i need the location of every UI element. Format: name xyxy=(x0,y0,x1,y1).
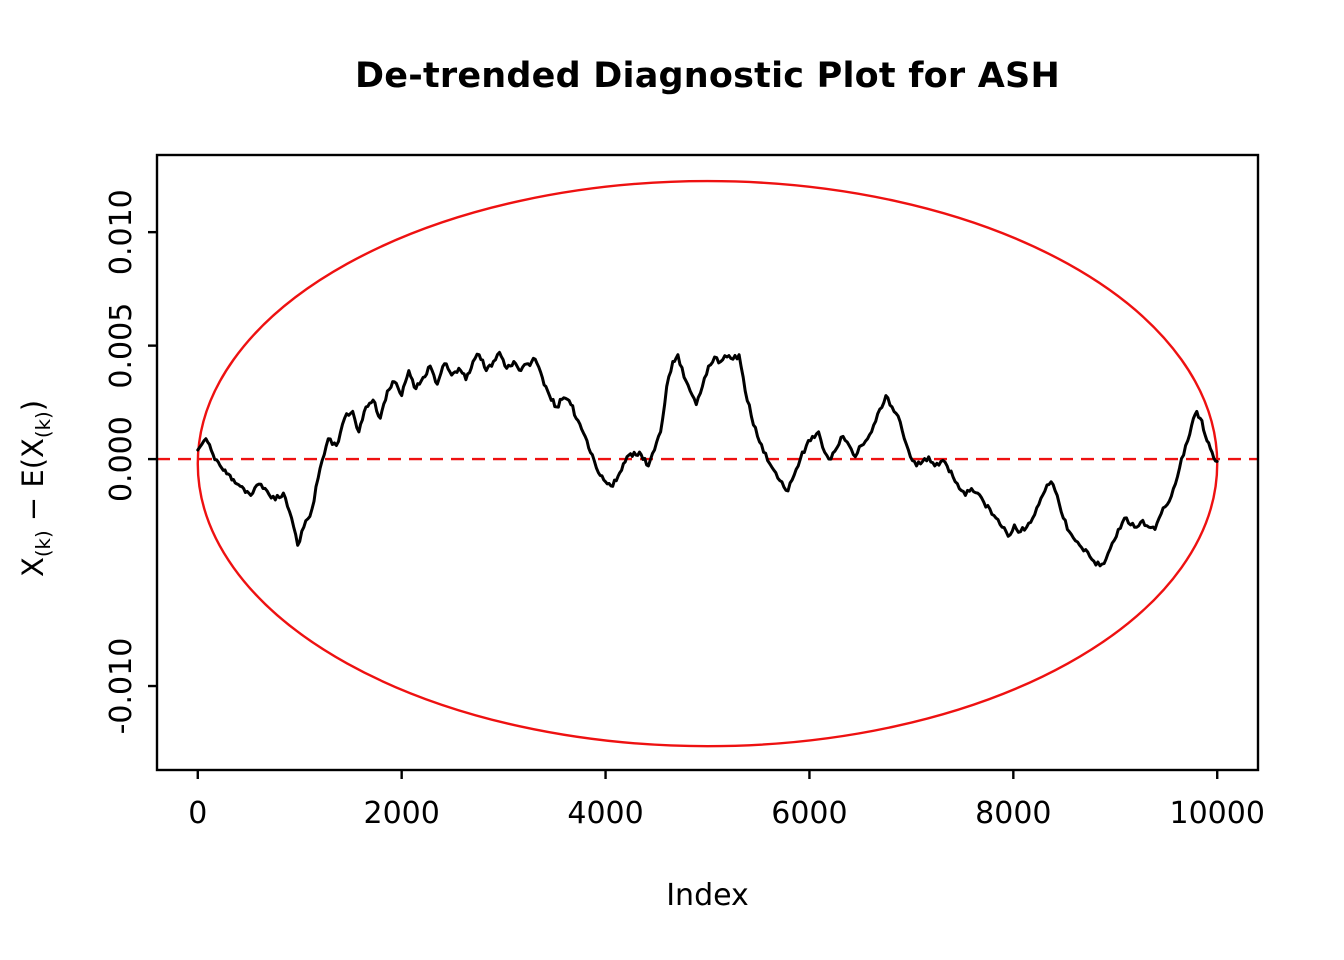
x-tick-label: 6000 xyxy=(771,796,847,831)
y-tick-label: -0.010 xyxy=(104,638,139,735)
x-tick-label: 4000 xyxy=(567,796,643,831)
plot-border xyxy=(155,153,1260,772)
x-tick-label: 8000 xyxy=(975,796,1051,831)
y-tick-label: 0.005 xyxy=(104,303,139,389)
diagnostic-ellipse xyxy=(196,179,1219,748)
chart-title: De-trended Diagnostic Plot for ASH xyxy=(355,56,1060,96)
x-tick-label: 2000 xyxy=(363,796,439,831)
y-axis-label: X(k) − E(X(k)) xyxy=(16,399,55,577)
y-tick-label: 0.010 xyxy=(104,189,139,275)
x-tick-label: 10000 xyxy=(1170,796,1265,831)
detrended-order-statistics xyxy=(196,350,1219,568)
y-tick-label: 0.000 xyxy=(104,416,139,502)
x-axis-label: Index xyxy=(666,878,749,913)
x-tick-label: 0 xyxy=(188,796,207,831)
